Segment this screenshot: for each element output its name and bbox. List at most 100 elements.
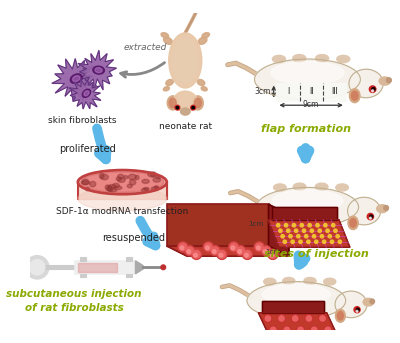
Ellipse shape	[264, 278, 276, 285]
Ellipse shape	[135, 175, 139, 180]
Circle shape	[284, 327, 290, 332]
Ellipse shape	[337, 311, 343, 320]
Circle shape	[236, 246, 246, 256]
Circle shape	[203, 242, 214, 252]
Ellipse shape	[379, 77, 390, 85]
Ellipse shape	[166, 80, 173, 85]
Ellipse shape	[90, 181, 96, 187]
Ellipse shape	[93, 66, 104, 74]
Ellipse shape	[113, 184, 119, 188]
Ellipse shape	[202, 33, 210, 38]
Circle shape	[325, 327, 330, 332]
Ellipse shape	[337, 55, 350, 63]
Ellipse shape	[101, 175, 108, 180]
Polygon shape	[167, 246, 289, 256]
Ellipse shape	[272, 55, 286, 63]
Ellipse shape	[173, 38, 198, 82]
Circle shape	[279, 316, 284, 321]
Circle shape	[276, 224, 280, 227]
Ellipse shape	[118, 178, 125, 182]
Ellipse shape	[151, 187, 159, 190]
Ellipse shape	[84, 174, 160, 190]
Text: resuspended: resuspended	[102, 233, 165, 243]
Ellipse shape	[315, 183, 328, 190]
Ellipse shape	[78, 187, 167, 211]
Circle shape	[256, 246, 260, 250]
Polygon shape	[75, 85, 96, 104]
Ellipse shape	[144, 188, 149, 190]
Ellipse shape	[262, 284, 330, 305]
Bar	[126, 274, 132, 277]
Text: flap formation: flap formation	[260, 124, 350, 134]
Circle shape	[292, 316, 298, 321]
Bar	[76, 261, 136, 274]
Ellipse shape	[163, 87, 170, 91]
Circle shape	[372, 87, 375, 91]
Ellipse shape	[148, 172, 155, 177]
Ellipse shape	[316, 55, 329, 62]
Circle shape	[175, 105, 180, 110]
Circle shape	[370, 299, 374, 304]
Circle shape	[184, 246, 195, 256]
Circle shape	[307, 240, 310, 244]
Circle shape	[219, 253, 223, 257]
Ellipse shape	[336, 309, 345, 322]
Ellipse shape	[169, 98, 176, 108]
Circle shape	[218, 251, 226, 258]
Bar	[78, 182, 167, 199]
Ellipse shape	[377, 205, 388, 213]
Circle shape	[212, 250, 216, 253]
Circle shape	[237, 247, 244, 254]
Ellipse shape	[70, 74, 82, 83]
Circle shape	[30, 260, 45, 275]
Circle shape	[318, 229, 321, 233]
Ellipse shape	[130, 180, 136, 185]
Text: subcutaneous injection
of rat fibroblasts: subcutaneous injection of rat fibroblast…	[6, 288, 142, 312]
Ellipse shape	[95, 68, 102, 73]
Circle shape	[356, 308, 359, 311]
Bar	[262, 300, 324, 313]
Circle shape	[261, 246, 271, 256]
Polygon shape	[258, 313, 337, 335]
Text: 1cm: 1cm	[248, 221, 264, 227]
Circle shape	[310, 229, 314, 233]
Circle shape	[283, 240, 286, 244]
Circle shape	[384, 205, 388, 210]
Ellipse shape	[363, 298, 374, 306]
Ellipse shape	[348, 197, 381, 225]
Circle shape	[256, 243, 263, 251]
Ellipse shape	[118, 174, 124, 178]
Polygon shape	[60, 66, 89, 94]
Ellipse shape	[349, 69, 383, 98]
Ellipse shape	[109, 189, 117, 192]
Circle shape	[254, 242, 264, 252]
Circle shape	[297, 235, 300, 238]
Ellipse shape	[151, 172, 156, 177]
Ellipse shape	[81, 181, 90, 185]
Circle shape	[292, 315, 299, 322]
Ellipse shape	[304, 277, 316, 284]
Circle shape	[320, 316, 325, 321]
Circle shape	[298, 327, 303, 332]
Circle shape	[191, 105, 196, 110]
Ellipse shape	[350, 218, 356, 227]
Ellipse shape	[124, 176, 128, 179]
Bar	[272, 207, 336, 220]
Circle shape	[370, 215, 373, 218]
Ellipse shape	[174, 91, 197, 111]
Circle shape	[305, 315, 313, 322]
Ellipse shape	[198, 37, 207, 44]
Polygon shape	[69, 80, 101, 109]
Circle shape	[284, 224, 288, 227]
Ellipse shape	[348, 216, 358, 229]
Circle shape	[278, 315, 285, 322]
Circle shape	[26, 256, 49, 279]
Polygon shape	[167, 204, 268, 246]
Circle shape	[231, 246, 235, 250]
Ellipse shape	[256, 188, 358, 227]
Circle shape	[268, 249, 278, 259]
Circle shape	[244, 253, 248, 257]
Text: sites of injection: sites of injection	[264, 249, 369, 259]
Circle shape	[310, 326, 318, 334]
Circle shape	[269, 251, 276, 258]
